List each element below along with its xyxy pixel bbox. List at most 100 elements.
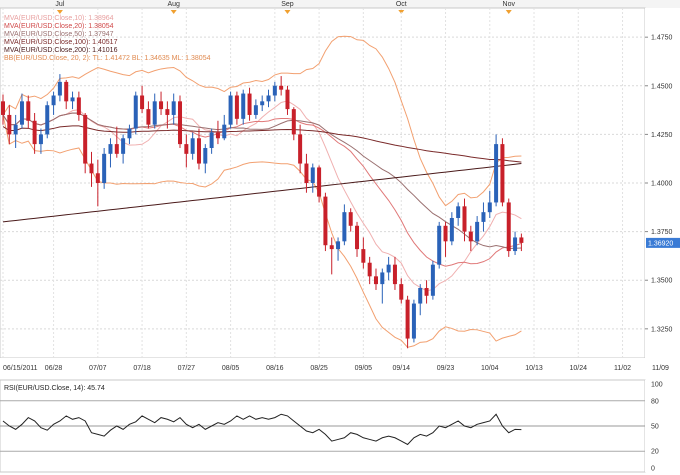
- candle-body-41: [260, 101, 265, 106]
- candle-body-11: [70, 97, 75, 102]
- candle-body-34: [215, 132, 220, 139]
- candle-body-39: [247, 93, 252, 115]
- date-tick-label-4: 07/27: [178, 365, 196, 372]
- candle-body-26: [165, 109, 170, 115]
- candle-body-63: [399, 284, 404, 300]
- candle-body-80: [506, 202, 511, 252]
- candle-body-16: [102, 153, 107, 183]
- price-tick-label-5: 1.3500: [651, 278, 673, 285]
- candle-body-42: [266, 95, 271, 102]
- candle-body-74: [468, 231, 473, 242]
- candle-body-81: [513, 237, 518, 252]
- candle-body-38: [241, 93, 246, 119]
- candle-body-58: [367, 262, 372, 277]
- candle-body-53: [336, 241, 341, 250]
- price-tick-label-0: 1.4750: [651, 35, 673, 42]
- month-marker-0: [56, 10, 63, 14]
- price-tick-label-2: 1.4250: [651, 132, 673, 139]
- date-tick-label-9: 09/14: [393, 365, 411, 372]
- rsi-line: [2, 413, 522, 446]
- month-label-1: Aug: [167, 1, 180, 8]
- month-label-0: Jul: [55, 1, 64, 8]
- date-axis: [0, 358, 680, 380]
- date-tick-label-14: 11/02: [614, 365, 631, 372]
- candle-body-50: [317, 167, 322, 197]
- price-tick-label-1: 1.4500: [651, 83, 673, 90]
- legend-entry-1: MVA(EUR/USD.Close,20): 1.38054: [4, 23, 114, 30]
- date-tick-label-0: 06/15/2011: [3, 365, 38, 372]
- legend-entry-2: MVA(EUR/USD.Close,50): 1.37947: [4, 31, 114, 38]
- rsi-tick-label-0: 100: [651, 382, 663, 389]
- mva-50-line: [2, 112, 522, 250]
- candle-body-43: [272, 85, 277, 96]
- month-label-2: Sep: [281, 1, 294, 8]
- rsi-guide-label-1: 20: [651, 449, 659, 456]
- candle-body-10: [64, 81, 69, 102]
- candle-body-15: [95, 173, 100, 183]
- candle-body-12: [76, 97, 81, 115]
- candle-body-70: [443, 225, 448, 242]
- price-tick-label-6: 1.3250: [651, 326, 673, 333]
- date-tick-labels: 06/15/2011 06/28 07/07 07/18 07/27 08/05 08/16…: [3, 365, 669, 372]
- candle-body-77: [487, 202, 492, 213]
- legend-entry-3: MVA(EUR/USD.Close,100): 1.40517: [4, 39, 118, 46]
- candle-body-35: [222, 124, 227, 139]
- legend-entry-5: BB(EUR/USD.Close, 20, 2): TL: 1.41472 BL…: [4, 55, 211, 62]
- candle-body-36: [228, 95, 233, 125]
- candle-body-6: [38, 134, 43, 145]
- candle-body-19: [121, 138, 126, 154]
- candle-body-1: [7, 114, 12, 135]
- date-tick-label-3: 07/18: [133, 365, 151, 372]
- date-tick-label-15: 11/09: [652, 365, 669, 372]
- last-price-label: 1.36920: [648, 240, 673, 247]
- candle-body-44: [279, 85, 284, 90]
- mva-100-line: [2, 125, 522, 163]
- candle-body-5: [32, 120, 37, 145]
- candle-body-21: [133, 95, 138, 129]
- candle-body-56: [355, 225, 360, 250]
- candle-body-24: [152, 101, 157, 125]
- date-tick-label-8: 09/05: [355, 365, 373, 372]
- date-tick-label-13: 10/24: [570, 365, 588, 372]
- legend: MVA(EUR/USD.Close,10): 1.38964MVA(EUR/US…: [4, 15, 211, 62]
- candle-body-64: [405, 299, 410, 339]
- candle-body-60: [380, 272, 385, 285]
- candle-body-76: [481, 212, 486, 222]
- candle-body-3: [19, 101, 24, 125]
- price-tick-labels: 1.4750 1.4500 1.4250 1.4000 1.3750 1.3500 1.32…: [645, 35, 673, 333]
- bollinger-upper-line: [2, 35, 522, 207]
- candle-body-66: [418, 288, 423, 304]
- date-tick-label-1: 06/28: [45, 365, 63, 372]
- candle-body-18: [114, 144, 119, 154]
- candle-body-7: [45, 105, 50, 135]
- month-marker-4: [505, 10, 512, 14]
- candle-body-59: [373, 276, 378, 285]
- candle-body-30: [190, 138, 195, 154]
- candle-body-25: [159, 101, 164, 110]
- top-strip: [0, 0, 680, 8]
- candle-body-4: [26, 101, 31, 121]
- candle-body-75: [475, 221, 480, 242]
- date-tick-label-7: 08/25: [310, 365, 328, 372]
- last-price-tag: 1.36920: [646, 237, 680, 248]
- candle-body-51: [323, 196, 328, 246]
- candles: [1, 74, 524, 349]
- candle-body-13: [83, 114, 88, 164]
- candle-body-79: [500, 144, 505, 203]
- candle-body-65: [411, 303, 416, 339]
- candle-body-57: [361, 249, 366, 263]
- candle-body-32: [203, 148, 208, 164]
- grid: [0, 8, 645, 358]
- date-tick-label-11: 10/04: [481, 365, 499, 372]
- candle-body-47: [298, 134, 303, 164]
- date-tick-label-5: 08/05: [222, 365, 240, 372]
- candle-body-29: [184, 144, 189, 154]
- date-tick-label-2: 07/07: [89, 365, 107, 372]
- candle-body-40: [253, 105, 258, 115]
- legend-entry-0: MVA(EUR/USD.Close,10): 1.38964: [4, 15, 114, 22]
- month-marker-1: [170, 10, 177, 14]
- rsi-tick-label-1: 50: [651, 424, 659, 431]
- indicator-lines: [2, 35, 522, 348]
- rsi-guide-label-0: 80: [651, 398, 659, 405]
